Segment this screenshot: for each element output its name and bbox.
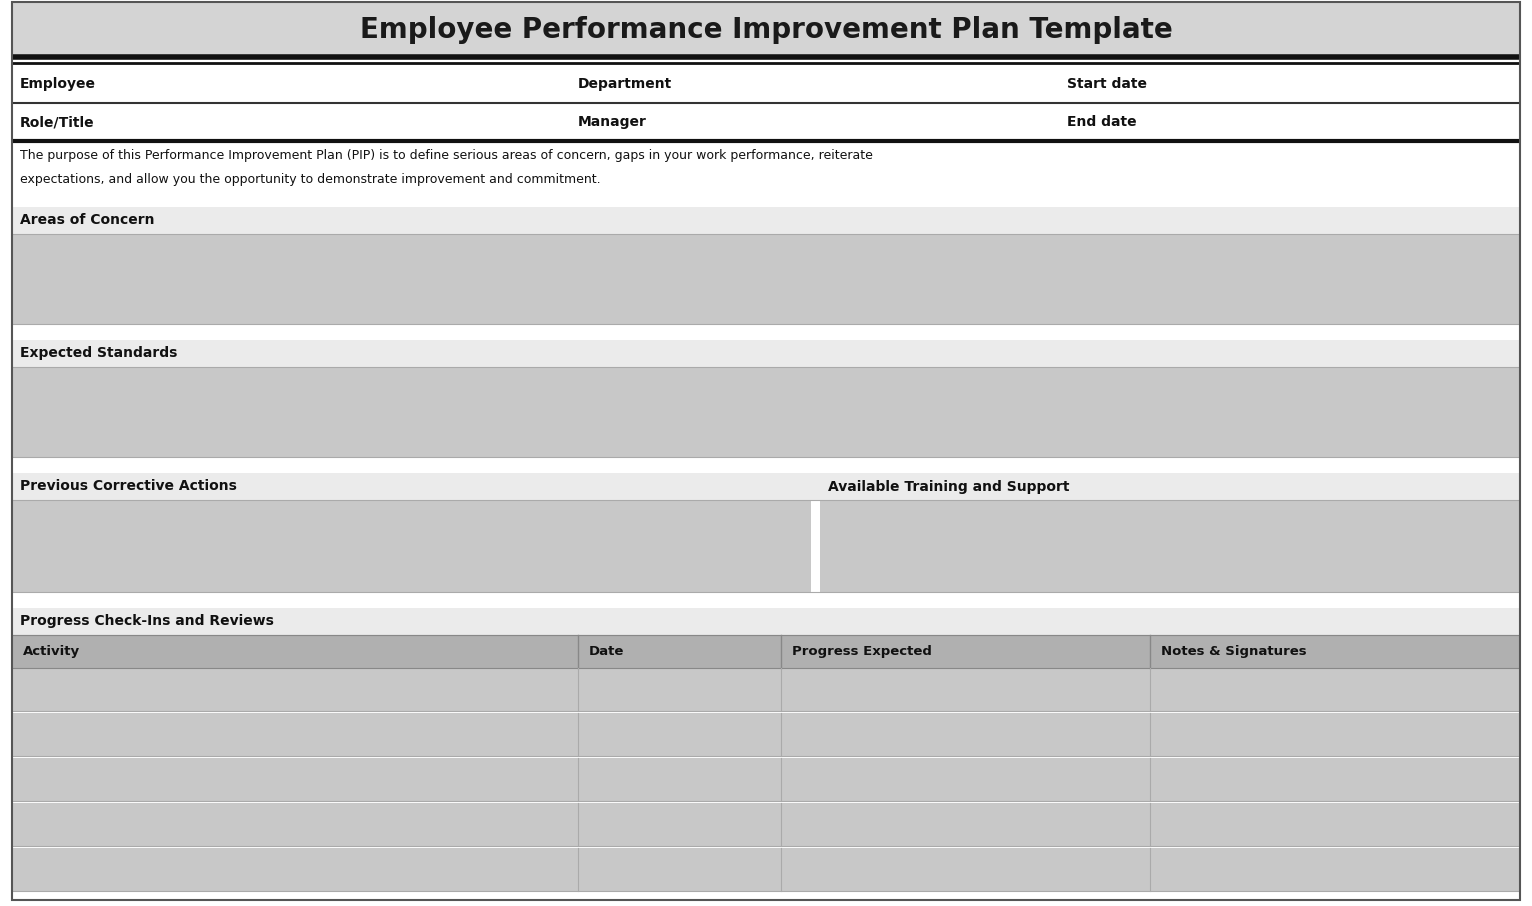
Text: Expected Standards: Expected Standards [20, 346, 178, 361]
Bar [12, 2, 1520, 57]
Text: Progress Check-Ins and Reviews: Progress Check-Ins and Reviews [20, 614, 274, 629]
Bar [12, 65, 1520, 103]
Text: Employee: Employee [20, 77, 97, 91]
Bar [12, 340, 1520, 367]
Text: Department: Department [578, 77, 673, 91]
Text: Role/Title: Role/Title [20, 115, 95, 129]
Bar [12, 473, 1520, 500]
Text: Progress Expected: Progress Expected [792, 645, 931, 658]
Text: Notes & Signatures: Notes & Signatures [1161, 645, 1307, 658]
Text: Activity: Activity [23, 645, 80, 658]
Text: Start date: Start date [1068, 77, 1147, 91]
Bar [12, 803, 1520, 846]
Text: expectations, and allow you the opportunity to demonstrate improvement and commi: expectations, and allow you the opportun… [20, 173, 601, 186]
Bar [820, 500, 1520, 592]
Bar [12, 848, 1520, 891]
Text: End date: End date [1068, 115, 1137, 129]
Bar [12, 457, 1520, 473]
Bar [12, 758, 1520, 801]
Text: Manager: Manager [578, 115, 647, 129]
Bar [12, 234, 1520, 324]
Bar [12, 668, 1520, 711]
Text: Previous Corrective Actions: Previous Corrective Actions [20, 479, 237, 494]
Bar [12, 500, 810, 592]
Text: Areas of Concern: Areas of Concern [20, 214, 155, 227]
Text: Employee Performance Improvement Plan Template: Employee Performance Improvement Plan Te… [360, 15, 1172, 43]
Text: Date: Date [588, 645, 624, 658]
Bar [12, 207, 1520, 234]
Bar [12, 103, 1520, 141]
Text: Available Training and Support: Available Training and Support [827, 479, 1069, 494]
Bar [12, 713, 1520, 756]
Bar [12, 635, 1520, 668]
Text: The purpose of this Performance Improvement Plan (PIP) is to define serious area: The purpose of this Performance Improvem… [20, 149, 873, 162]
Bar [12, 592, 1520, 608]
Bar [12, 367, 1520, 457]
Bar [12, 608, 1520, 635]
Bar [12, 324, 1520, 340]
Bar [12, 143, 1520, 207]
